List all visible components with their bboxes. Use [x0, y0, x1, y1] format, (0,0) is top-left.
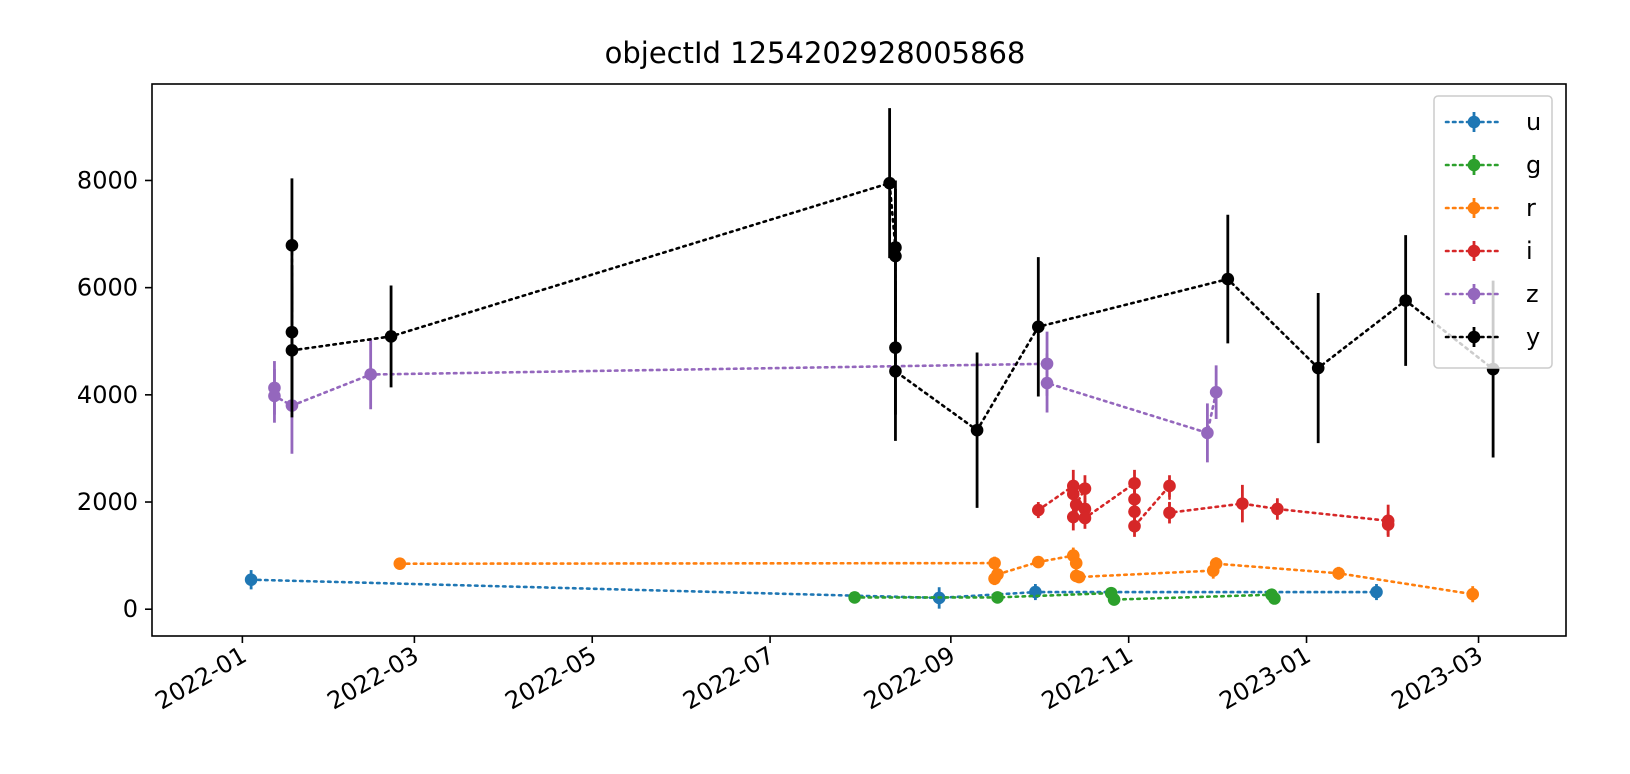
data-point — [268, 389, 281, 403]
plot-frame — [151, 83, 1567, 637]
data-point — [1032, 555, 1045, 569]
legend-label: u — [1526, 108, 1541, 136]
data-point — [1032, 503, 1045, 517]
legend-label: r — [1526, 194, 1536, 222]
data-point — [883, 176, 896, 190]
legend-label: y — [1526, 323, 1540, 351]
legend-box — [1433, 95, 1553, 369]
data-point — [1332, 566, 1345, 580]
data-point — [991, 568, 1004, 581]
legend-marker — [1467, 244, 1481, 258]
legend-label: z — [1526, 280, 1539, 308]
data-point — [848, 591, 861, 604]
data-point — [1040, 376, 1054, 390]
data-point — [1381, 518, 1395, 531]
legend-entry-y: y — [1444, 323, 1540, 351]
legend-marker — [1467, 158, 1481, 172]
y-tick-label: 8000 — [77, 166, 138, 194]
data-point — [1163, 506, 1176, 520]
legend-label: g — [1526, 151, 1541, 179]
data-point — [1128, 476, 1141, 490]
legend-label: i — [1526, 237, 1533, 265]
series-line-z — [273, 362, 1218, 435]
series-r — [393, 547, 1480, 603]
data-point — [1311, 361, 1325, 375]
y-tick-label: 2000 — [77, 488, 138, 516]
data-point — [1370, 585, 1383, 599]
data-point — [384, 330, 398, 343]
data-point — [285, 344, 299, 357]
data-point — [1066, 510, 1080, 524]
plot-area — [244, 108, 1500, 609]
series-i — [1032, 469, 1395, 537]
data-point — [1128, 519, 1141, 533]
data-point — [1466, 587, 1480, 601]
data-point — [1072, 570, 1086, 584]
data-point — [988, 556, 1001, 570]
data-point — [1201, 426, 1214, 440]
legend-entry-z: z — [1444, 280, 1539, 308]
data-point — [364, 368, 377, 381]
data-point — [991, 591, 1004, 604]
legend-entry-u: u — [1444, 108, 1541, 136]
series-line-u — [249, 578, 1378, 600]
data-point — [1209, 385, 1223, 399]
legend-entry-r: r — [1444, 194, 1536, 222]
data-point — [1399, 294, 1412, 307]
data-point — [1078, 511, 1092, 525]
data-point — [889, 249, 902, 263]
legend-entry-i: i — [1444, 237, 1533, 265]
data-point — [1128, 505, 1141, 518]
data-point — [970, 423, 984, 437]
data-point — [889, 364, 902, 378]
data-point — [285, 239, 299, 252]
data-point — [1163, 479, 1176, 493]
chart-title: objectId 1254202928005868 — [605, 36, 1026, 70]
series-g — [848, 586, 1281, 606]
series-u — [244, 570, 1383, 609]
data-point — [1236, 497, 1249, 510]
legend-marker — [1467, 201, 1481, 215]
data-point — [1066, 487, 1080, 501]
legend-marker — [1467, 330, 1481, 344]
legend-marker — [1467, 287, 1481, 301]
data-point — [1221, 272, 1235, 286]
legend-marker — [1467, 115, 1481, 129]
data-point — [1107, 593, 1121, 606]
data-point — [1268, 592, 1281, 605]
data-point — [244, 573, 258, 587]
data-point — [1271, 502, 1284, 516]
data-point — [1032, 320, 1045, 334]
data-point — [1209, 557, 1223, 570]
data-point — [1069, 556, 1083, 570]
data-point — [1078, 482, 1092, 495]
data-point — [393, 557, 407, 570]
y-tick-label: 6000 — [77, 274, 138, 302]
y-tick-label: 0 — [123, 595, 138, 623]
legend-entry-g: g — [1444, 151, 1541, 179]
y-tick-label: 4000 — [77, 381, 138, 409]
series-z — [268, 331, 1223, 463]
